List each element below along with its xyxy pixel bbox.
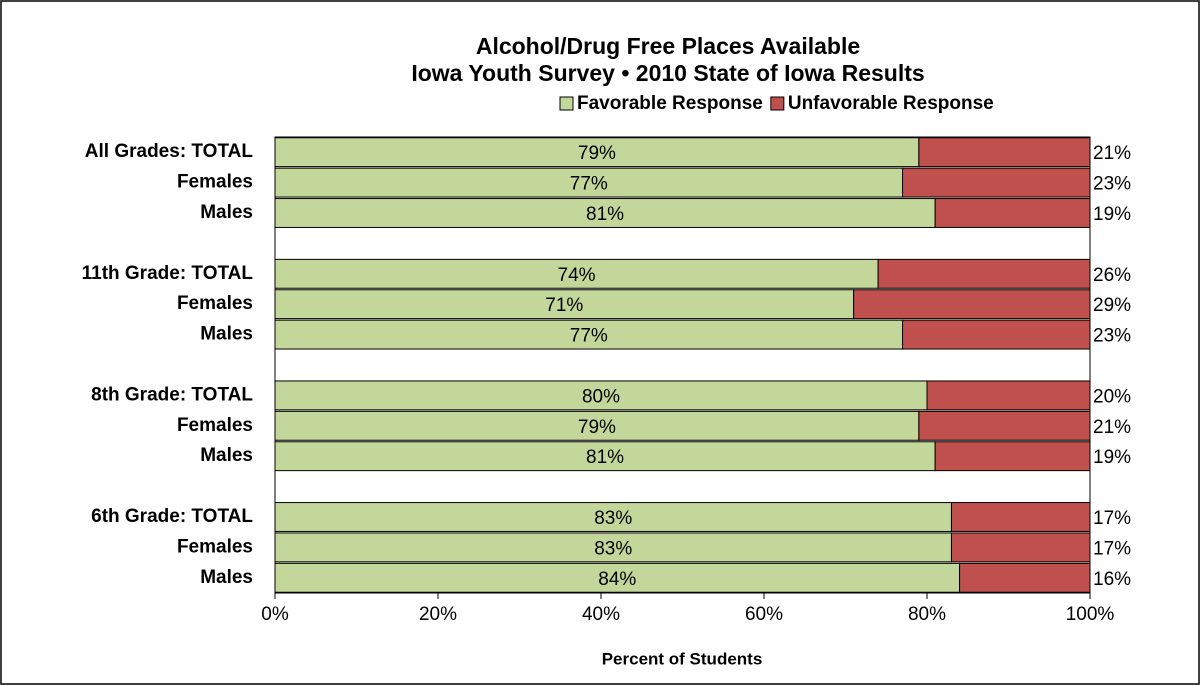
y-tick-label: 11th Grade: TOTAL — [82, 263, 254, 284]
x-tick-label: 40% — [582, 604, 620, 625]
bar-segment — [274, 532, 952, 563]
x-tick-label: 60% — [745, 604, 783, 625]
x-tick-label: 80% — [908, 604, 946, 625]
x-axis-title: Percent of Students — [602, 649, 763, 668]
data-label: 83% — [594, 538, 632, 559]
chart-subtitle: Iowa Youth Survey • 2010 State of Iowa R… — [411, 60, 924, 86]
data-label: 20% — [1093, 386, 1131, 407]
bar-segment — [926, 380, 1091, 411]
y-tick-label: Females — [177, 536, 253, 557]
data-label: 77% — [570, 174, 608, 195]
y-tick-label: Males — [200, 202, 253, 223]
data-label: 74% — [558, 265, 596, 286]
data-label: 23% — [1093, 326, 1131, 347]
data-label: 29% — [1093, 295, 1131, 316]
bar-segment — [918, 410, 1091, 441]
bar-segment — [274, 167, 904, 198]
y-tick-label: 6th Grade: TOTAL — [91, 506, 253, 527]
bar-segment — [274, 258, 879, 289]
bar-segment — [934, 441, 1091, 472]
bar-segment — [950, 532, 1091, 563]
data-label: 84% — [598, 569, 636, 590]
y-tick-label: 8th Grade: TOTAL — [91, 384, 253, 405]
y-tick-label: Males — [200, 324, 253, 345]
legend-label: Favorable Response — [577, 93, 763, 114]
bar-segment — [274, 441, 936, 472]
y-tick-label: Females — [177, 293, 253, 314]
chart-title: Alcohol/Drug Free Places Available — [476, 33, 860, 59]
data-label: 17% — [1093, 538, 1131, 559]
bar-segment — [918, 137, 1091, 168]
data-label: 26% — [1093, 265, 1131, 286]
x-tick-label: 100% — [1066, 604, 1115, 625]
bar-segment — [274, 502, 952, 532]
data-label: 71% — [545, 295, 583, 316]
bar-segment — [274, 319, 904, 350]
data-label: 16% — [1093, 569, 1131, 590]
legend-label: Unfavorable Response — [788, 93, 994, 114]
x-tick-label: 0% — [261, 604, 289, 625]
y-tick-label: Females — [177, 172, 253, 193]
data-label: 80% — [582, 386, 620, 407]
bar-segment — [274, 380, 928, 411]
bar-segment — [902, 167, 1091, 198]
bar-segment — [274, 198, 936, 228]
bar-segment — [934, 198, 1091, 228]
bar-segment — [853, 289, 1091, 320]
y-tick-label: All Grades: TOTAL — [85, 141, 254, 162]
data-label: 19% — [1093, 447, 1131, 468]
y-tick-label: Males — [200, 567, 253, 588]
bar-segment — [950, 502, 1091, 532]
data-label: 19% — [1093, 204, 1131, 225]
data-label: 21% — [1093, 143, 1131, 164]
data-label: 81% — [586, 447, 624, 468]
y-tick-label: Males — [200, 445, 253, 466]
y-tick-label: Females — [177, 415, 253, 436]
legend-swatch — [770, 96, 785, 111]
bar-segment — [902, 319, 1091, 350]
bar-segment — [274, 137, 920, 168]
data-label: 77% — [570, 326, 608, 347]
x-tick-label: 20% — [419, 604, 457, 625]
bar-segment — [877, 258, 1091, 289]
bar-segment — [274, 562, 961, 593]
plot-area — [274, 136, 1091, 594]
data-label: 79% — [578, 143, 616, 164]
bar-segment — [274, 410, 920, 441]
data-label: 83% — [594, 508, 632, 529]
legend-swatch — [559, 96, 574, 111]
data-label: 23% — [1093, 174, 1131, 195]
bar-segment — [959, 562, 1091, 593]
data-label: 79% — [578, 417, 616, 438]
data-label: 21% — [1093, 417, 1131, 438]
data-label: 81% — [586, 204, 624, 225]
data-label: 17% — [1093, 508, 1131, 529]
